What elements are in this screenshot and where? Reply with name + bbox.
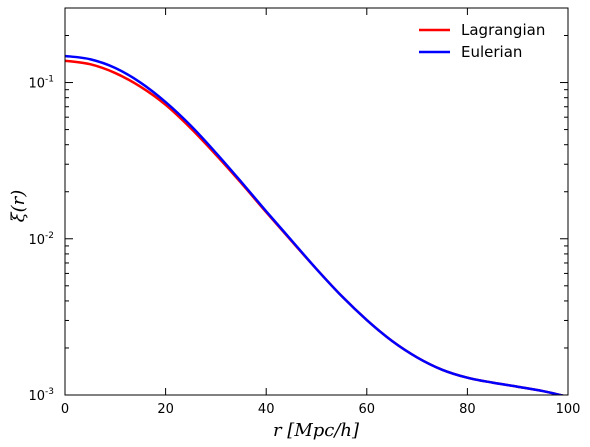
- y-tick-label-exponent: -3: [45, 387, 54, 397]
- y-axis-label: ξ(r): [8, 190, 29, 223]
- y-tick-label: 10: [28, 233, 45, 248]
- x-tick-label: 0: [61, 402, 69, 417]
- x-tick-label: 60: [359, 402, 376, 417]
- y-tick-label-exponent: -1: [45, 75, 54, 85]
- x-tick-label: 100: [556, 402, 581, 417]
- legend: Lagrangian Eulerian: [419, 21, 545, 61]
- legend-label-lagrangian: Lagrangian: [461, 21, 545, 39]
- series-layer: [65, 54, 567, 395]
- x-tick-label: 80: [459, 402, 476, 417]
- x-tick-label: 40: [258, 402, 275, 417]
- plot-frame: [64, 7, 569, 396]
- y-tick-label: 10: [28, 389, 45, 404]
- y-tick-label-exponent: -2: [45, 231, 54, 241]
- x-axis-label: r [Mpc/h]: [273, 420, 360, 441]
- x-tick-label: 20: [157, 402, 174, 417]
- series-line-eulerian: [65, 54, 567, 395]
- legend-label-eulerian: Eulerian: [461, 43, 522, 61]
- y-tick-label: 10: [28, 77, 45, 92]
